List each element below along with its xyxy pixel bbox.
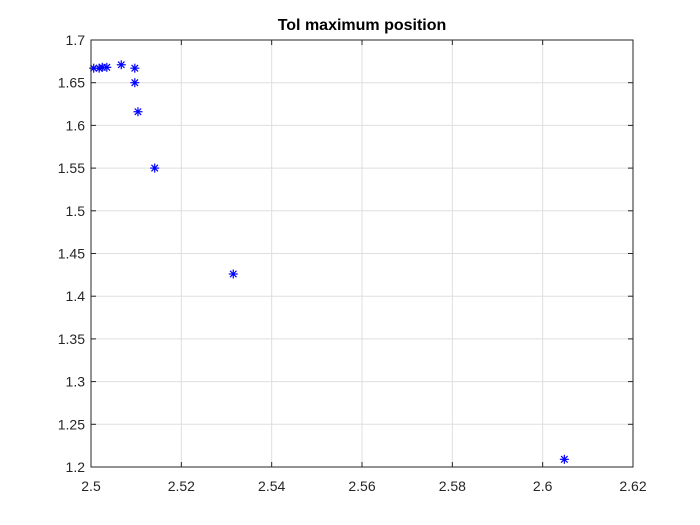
y-tick-label: 1.7: [66, 32, 86, 48]
chart-title: Tol maximum position: [278, 17, 447, 34]
data-point: [130, 78, 140, 88]
y-tick-labels: 1.2 1.25 1.3 1.35 1.4 1.45 1.5 1.55 1.6 1.65 1.7: [58, 32, 85, 475]
x-tick-label: 2.52: [168, 478, 195, 494]
data-point: [150, 163, 160, 173]
x-tick-label: 2.56: [348, 478, 375, 494]
x-tick-label: 2.58: [439, 478, 466, 494]
data-point: [228, 269, 238, 279]
x-tick-labels: 2.5 2.52 2.54 2.56 2.58 2.6 2.62: [81, 478, 647, 494]
y-tick-label: 1.2: [66, 459, 86, 475]
y-tick-label: 1.4: [66, 288, 86, 304]
axis-ticks: [90, 39, 634, 468]
y-tick-label: 1.25: [58, 416, 85, 432]
x-tick-label: 2.62: [619, 478, 646, 494]
y-tick-label: 1.3: [66, 374, 86, 390]
data-point: [133, 107, 143, 117]
y-tick-label: 1.55: [58, 160, 85, 176]
data-point: [130, 63, 140, 73]
data-points: [89, 60, 569, 464]
y-tick-label: 1.65: [58, 75, 85, 91]
y-tick-label: 1.45: [58, 246, 85, 262]
x-tick-label: 2.5: [81, 478, 101, 494]
data-point: [116, 60, 126, 70]
data-point: [559, 454, 569, 464]
data-point: [102, 62, 112, 72]
y-tick-label: 1.35: [58, 331, 85, 347]
x-tick-label: 2.6: [533, 478, 553, 494]
y-tick-label: 1.6: [66, 117, 86, 133]
x-tick-label: 2.54: [258, 478, 285, 494]
y-tick-label: 1.5: [66, 203, 86, 219]
